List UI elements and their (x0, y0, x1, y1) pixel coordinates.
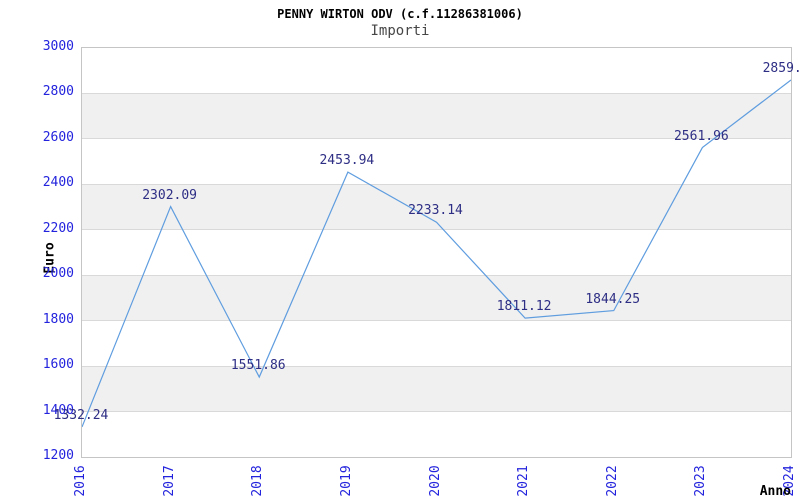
gridline (82, 92, 791, 94)
x-tick-label: 2021 (516, 465, 532, 497)
x-axis-title: Anno (759, 484, 791, 499)
gridline (82, 365, 791, 367)
gridline (82, 411, 791, 413)
y-tick-label: 3000 (42, 39, 74, 54)
x-tick-label: 2018 (250, 465, 266, 497)
x-tick-label: 2017 (161, 465, 177, 497)
gridline (82, 138, 791, 140)
y-tick-label: 1600 (42, 357, 74, 373)
line-series (82, 79, 791, 428)
x-tick-label: 2023 (693, 465, 709, 497)
y-tick-label: 2200 (42, 220, 74, 236)
gridline (82, 183, 791, 185)
point-label: 1332.24 (53, 407, 109, 423)
x-tick-label: 2016 (73, 465, 88, 497)
x-tick-label: 2020 (427, 465, 443, 497)
x-tick-label: 2022 (604, 465, 620, 497)
point-label: 2561.96 (673, 128, 729, 144)
y-tick-label: 2400 (42, 175, 74, 191)
y-tick-label: 2600 (42, 129, 74, 145)
point-label: 1844.25 (585, 291, 641, 307)
chart-title: PENNY WIRTON ODV (c.f.11286381006) (277, 7, 523, 21)
grid-band (82, 275, 791, 321)
point-label: 2859.33 (762, 60, 800, 76)
y-tick-label: 1200 (42, 448, 74, 463)
point-label: 1551.86 (230, 358, 286, 374)
gridline (82, 274, 791, 276)
chart-subtitle: Importi (370, 23, 430, 39)
y-tick-label: 1800 (42, 311, 74, 327)
point-label: 1811.12 (496, 299, 552, 315)
plot-area (81, 47, 792, 458)
y-tick-label: 2800 (42, 84, 74, 100)
grid-band (82, 366, 791, 412)
point-label: 2453.94 (319, 153, 375, 169)
gridline (82, 320, 791, 322)
y-tick-label: 2000 (42, 266, 74, 282)
point-label: 2302.09 (142, 187, 198, 203)
gridline (82, 229, 791, 231)
grid-band (82, 93, 791, 139)
x-tick-label: 2019 (338, 465, 354, 497)
point-label: 2233.14 (408, 203, 463, 219)
y-tick-label: 1400 (42, 402, 74, 418)
